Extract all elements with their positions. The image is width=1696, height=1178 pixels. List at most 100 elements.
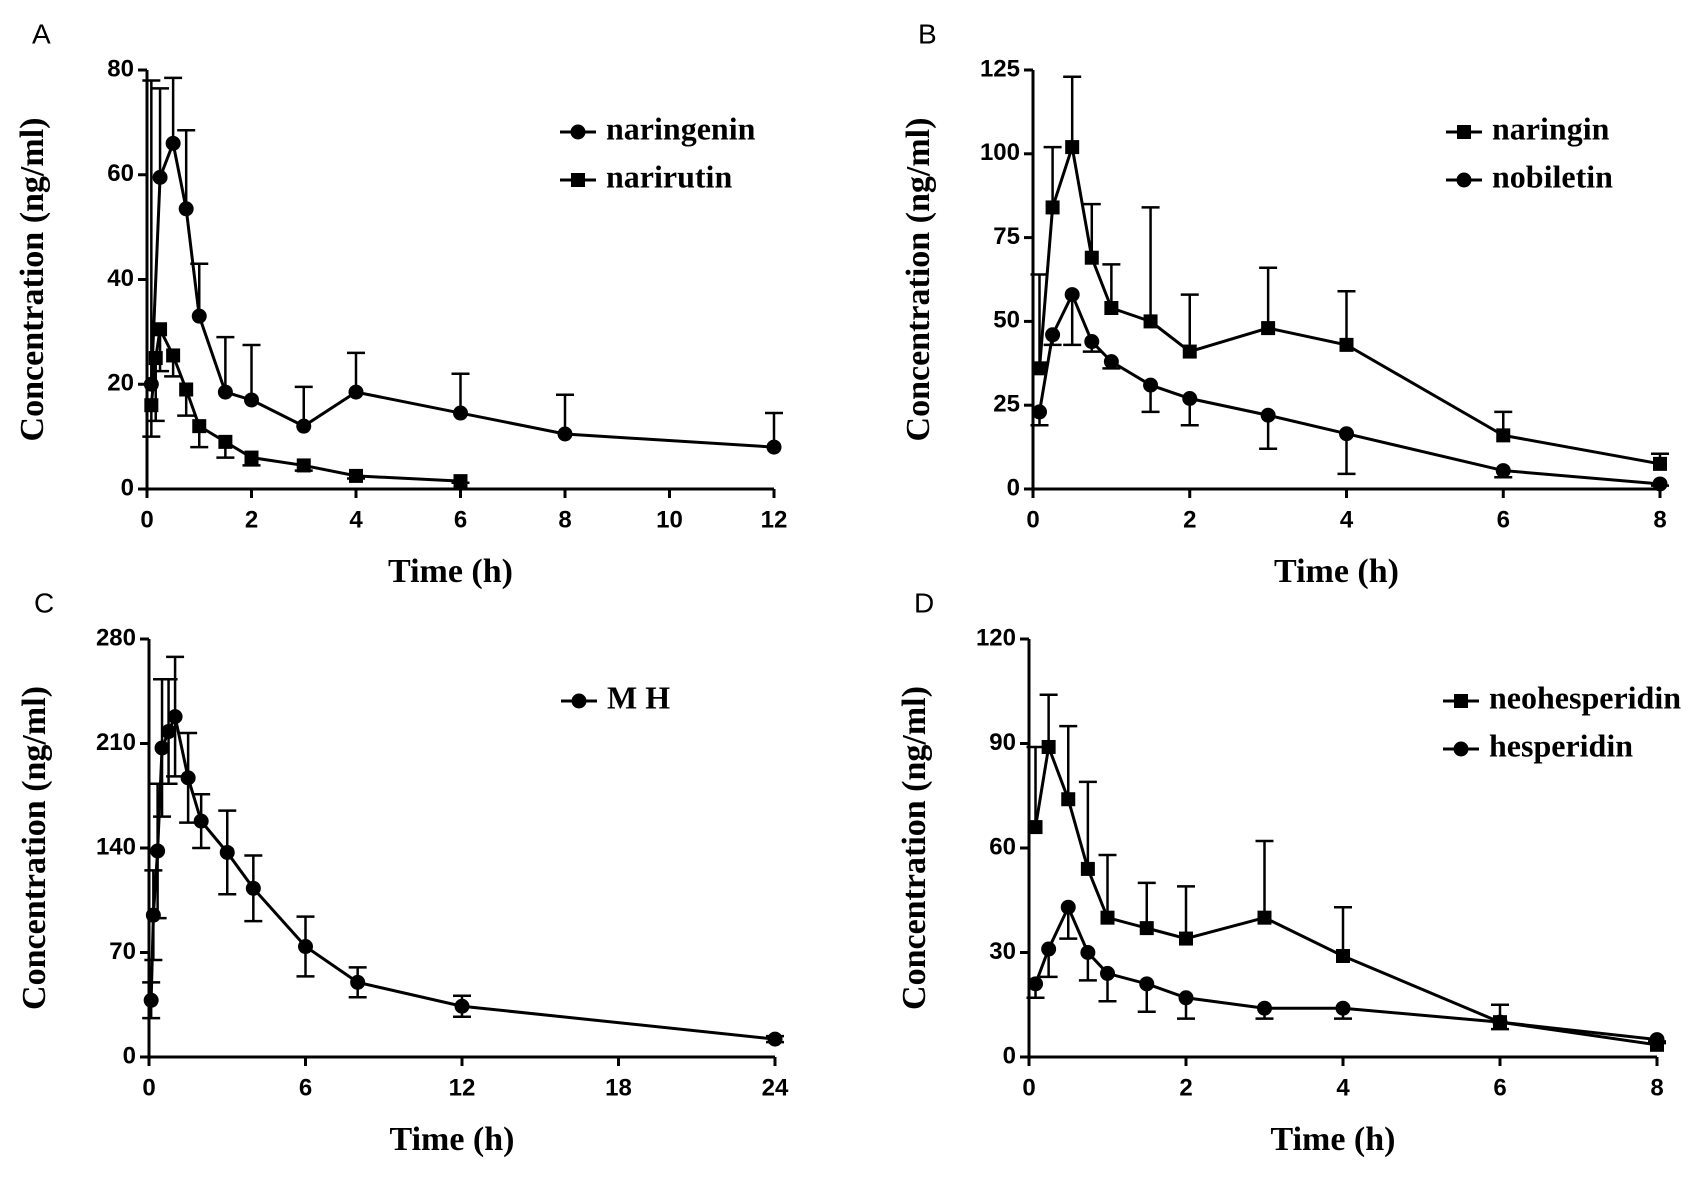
y-tick-label: 100 — [980, 139, 1020, 166]
marker — [145, 907, 161, 923]
x-tick-label: 12 — [449, 1074, 476, 1101]
x-tick-label: 2 — [245, 506, 258, 533]
y-tick-label: 120 — [976, 624, 1016, 651]
marker — [193, 813, 209, 829]
marker — [1104, 300, 1119, 315]
marker — [180, 770, 196, 786]
x-tick-label: 8 — [558, 506, 571, 533]
series-line — [1038, 290, 1661, 486]
marker — [1080, 861, 1095, 876]
series-line — [1034, 741, 1658, 1047]
marker — [1032, 361, 1047, 376]
marker — [1028, 820, 1043, 835]
marker — [245, 880, 261, 896]
marker — [1061, 792, 1076, 807]
x-tick-label: 4 — [349, 506, 363, 533]
series-line — [149, 711, 776, 1041]
marker — [219, 844, 235, 860]
x-tick-label: 0 — [140, 506, 153, 533]
x-tick-label: 8 — [1653, 506, 1666, 533]
marker — [1261, 321, 1276, 336]
marker — [1649, 1032, 1665, 1048]
y-tick-label: 140 — [96, 833, 136, 860]
marker — [453, 405, 468, 421]
marker — [1454, 694, 1468, 708]
x-tick-label: 6 — [1493, 1074, 1506, 1101]
marker — [153, 322, 168, 337]
marker — [350, 974, 366, 990]
marker — [192, 419, 207, 434]
marker — [1257, 1000, 1272, 1016]
marker — [454, 998, 470, 1014]
marker — [165, 135, 181, 151]
marker — [571, 693, 587, 709]
marker — [1182, 344, 1197, 359]
marker — [244, 392, 259, 408]
marker — [217, 384, 233, 400]
marker — [1257, 910, 1272, 925]
marker — [1041, 739, 1056, 754]
x-tick-label: 12 — [761, 506, 788, 533]
marker — [1496, 428, 1511, 443]
marker — [557, 426, 573, 442]
marker — [1028, 976, 1044, 992]
x-tick-label: 18 — [605, 1074, 632, 1101]
x-tick-label: 0 — [1026, 506, 1039, 533]
marker — [1143, 377, 1159, 393]
panel-label: A — [32, 18, 51, 49]
marker — [1080, 945, 1096, 960]
y-tick-label: 40 — [107, 265, 134, 292]
marker — [1653, 456, 1667, 471]
legend-label: naringin — [1492, 110, 1610, 146]
y-axis-title: Concentration (ng/ml) — [16, 686, 53, 1010]
marker — [1084, 250, 1099, 265]
marker — [178, 201, 194, 217]
panel: C 0 70 140 210 280 0 6 12 18 24 Time (h) Concentrati… — [16, 587, 789, 1157]
marker — [1179, 931, 1193, 946]
marker — [154, 740, 170, 756]
x-tick-label: 0 — [142, 1074, 155, 1101]
marker — [1335, 1000, 1351, 1016]
marker — [298, 939, 313, 955]
y-tick-label: 50 — [993, 307, 1020, 334]
y-tick-label: 210 — [96, 729, 136, 756]
marker — [161, 724, 177, 740]
marker — [767, 1031, 783, 1047]
marker — [570, 124, 586, 140]
x-tick-label: 10 — [656, 506, 683, 533]
marker — [1652, 476, 1668, 492]
marker — [1178, 990, 1194, 1006]
marker — [1339, 426, 1354, 442]
marker — [1045, 200, 1060, 215]
y-tick-label: 20 — [107, 370, 134, 397]
marker — [1182, 390, 1198, 406]
marker — [1064, 287, 1080, 303]
marker — [296, 458, 311, 473]
marker — [1457, 125, 1471, 139]
marker — [1060, 899, 1076, 915]
marker — [1045, 327, 1061, 343]
y-axis-title: Concentration (ng/ml) — [14, 118, 51, 442]
marker — [1032, 404, 1048, 420]
x-tick-label: 8 — [1650, 1074, 1663, 1101]
marker — [571, 173, 585, 187]
marker — [152, 169, 168, 185]
x-tick-label: 0 — [1022, 1074, 1035, 1101]
x-tick-label: 6 — [1497, 506, 1510, 533]
x-axis-title: Time (h) — [1271, 1121, 1396, 1158]
y-tick-label: 0 — [123, 1042, 136, 1069]
y-tick-label: 0 — [1003, 1042, 1016, 1069]
marker — [144, 398, 159, 413]
x-tick-label: 2 — [1179, 1074, 1192, 1101]
x-axis-title: Time (h) — [388, 553, 513, 590]
marker — [1139, 921, 1154, 936]
x-tick-label: 6 — [454, 506, 467, 533]
y-tick-label: 25 — [993, 391, 1020, 418]
marker — [1492, 1014, 1508, 1030]
y-tick-label: 90 — [989, 729, 1016, 756]
legend-label: narirutin — [606, 158, 732, 194]
marker — [1456, 172, 1472, 188]
y-tick-label: 60 — [107, 160, 134, 187]
y-tick-label: 0 — [121, 474, 134, 501]
